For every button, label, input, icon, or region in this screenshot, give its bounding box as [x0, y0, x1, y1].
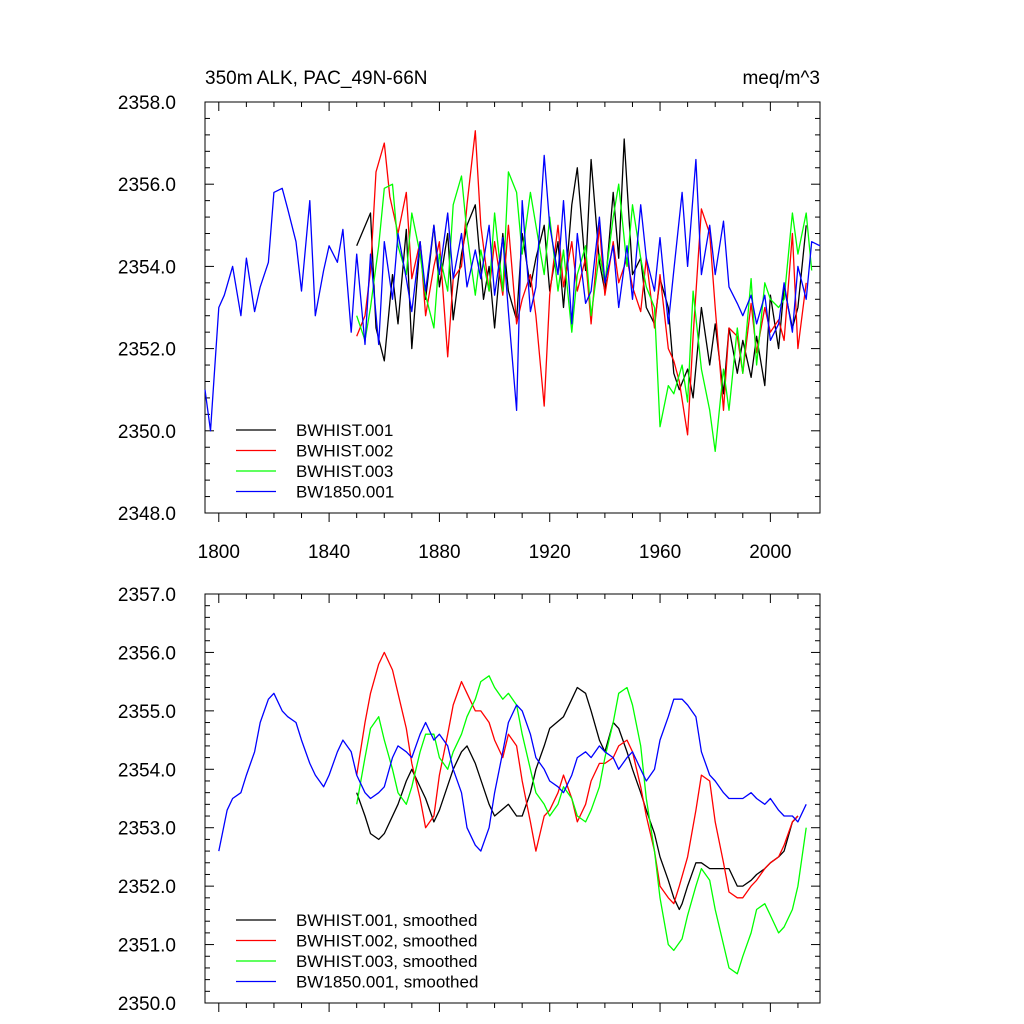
y-tick-label: 2354.0	[118, 257, 176, 278]
x-tick-label: 2000	[749, 542, 791, 563]
y-tick-label: 2348.0	[118, 504, 176, 525]
y-tick-label: 2352.0	[118, 340, 176, 361]
series-line-1	[356, 686, 799, 911]
y-tick-label: 2356.0	[118, 643, 176, 664]
x-tick-label: 1880	[418, 542, 460, 563]
series-line-4	[204, 154, 821, 432]
legend-label: BWHIST.002	[296, 442, 393, 461]
plot-frame	[204, 101, 821, 514]
y-tick-label: 2353.0	[118, 819, 176, 840]
y-tick-label: 2357.0	[118, 585, 176, 606]
y-tick-label: 2350.0	[118, 994, 176, 1015]
legend-label: BWHIST.002, smoothed	[296, 932, 477, 951]
series-line-3	[356, 171, 813, 453]
y-tick-label: 2354.0	[118, 760, 176, 781]
series-line-3	[356, 675, 807, 975]
top-panel: 2348.0 2350.0 2352.0 2354.0 2356.0 2358.0 1800…	[118, 93, 821, 563]
chart-title: 350m ALK, PAC_49N-66N	[205, 68, 428, 89]
legend-label: BWHIST.003, smoothed	[296, 952, 477, 971]
legend-label: BW1850.001, smoothed	[296, 973, 478, 992]
units-label: meq/m^3	[742, 68, 820, 89]
legend-label: BWHIST.001	[296, 421, 393, 440]
bottom-panel: 2350.0 2351.0 2352.0 2353.0 2354.0 2355.0 2356…	[118, 585, 821, 1015]
y-tick-label: 2355.0	[118, 702, 176, 723]
series-line-2	[356, 130, 807, 436]
x-tick-label: 1800	[198, 542, 240, 563]
y-tick-label: 2350.0	[118, 422, 176, 443]
x-tick-label: 1960	[639, 542, 681, 563]
legend-label: BW1850.001	[296, 483, 394, 502]
plot-frame	[204, 593, 821, 1004]
y-tick-label: 2358.0	[118, 93, 176, 114]
series-line-4	[218, 692, 807, 852]
legend-label: BWHIST.001, smoothed	[296, 911, 477, 930]
series-line-2	[356, 651, 799, 905]
x-tick-label: 1840	[308, 542, 350, 563]
y-tick-label: 2352.0	[118, 877, 176, 898]
legend-label: BWHIST.003	[296, 462, 393, 481]
x-tick-label: 1920	[529, 542, 571, 563]
y-tick-label: 2356.0	[118, 175, 176, 196]
series-line-1	[356, 138, 807, 399]
y-tick-label: 2351.0	[118, 936, 176, 957]
